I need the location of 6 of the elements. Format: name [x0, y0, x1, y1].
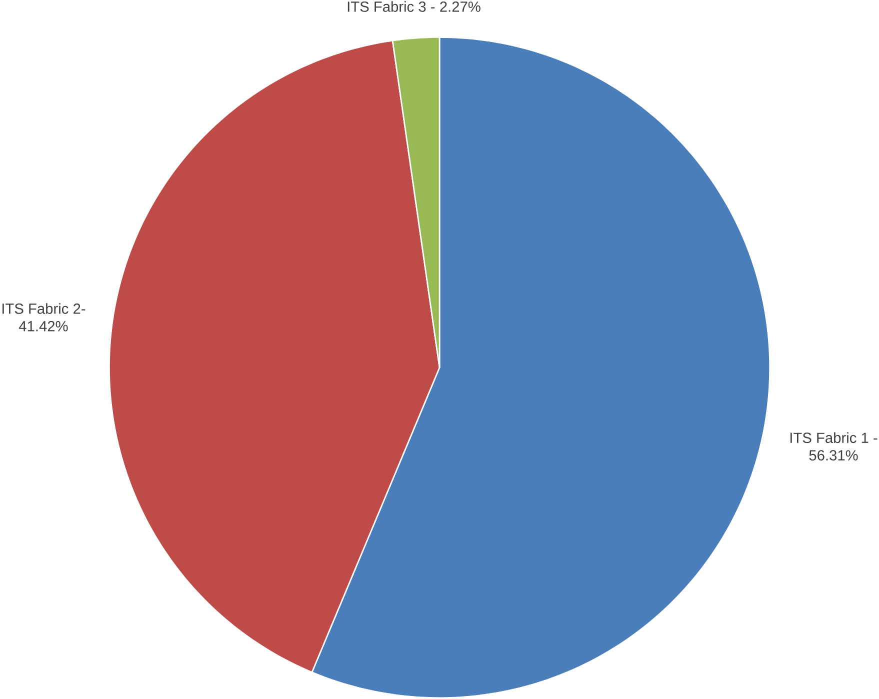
slice-label: ITS Fabric 1 - — [790, 432, 878, 444]
slice-label: ITS Fabric 3 - — [348, 1, 435, 12]
data-label: 56.31% — [809, 450, 858, 461]
data-label: 41.42% — [18, 321, 68, 332]
data-label: 2.27% — [440, 2, 480, 12]
slice-label: ITS Fabric 2- — [2, 303, 86, 314]
